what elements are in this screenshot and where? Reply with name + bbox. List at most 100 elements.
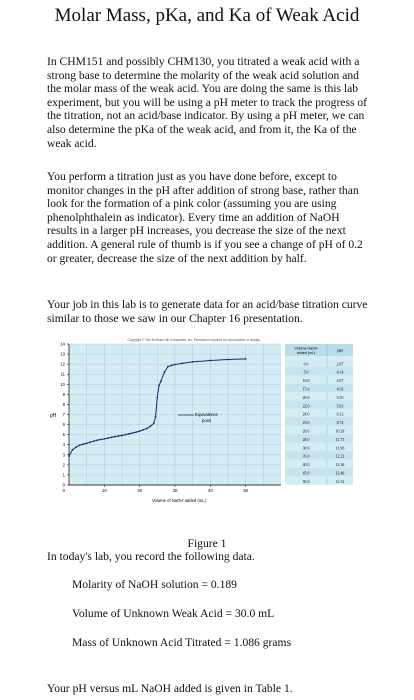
table-cell-volume: 25.0 bbox=[303, 421, 310, 425]
data-point bbox=[209, 360, 211, 362]
data-point bbox=[153, 422, 155, 424]
data-point bbox=[227, 359, 229, 361]
data-point bbox=[146, 428, 148, 430]
table-cell-ph: 8.72 bbox=[337, 421, 344, 425]
table-cell-volume: 45.0 bbox=[303, 472, 310, 476]
data-point bbox=[135, 431, 137, 433]
data-point bbox=[128, 433, 130, 435]
table-cell-volume: 10.0 bbox=[303, 379, 310, 383]
table-header-volume-units: added (mL) bbox=[297, 351, 315, 355]
task-paragraph: Your job in this lab is to generate data… bbox=[47, 298, 369, 325]
y-tick-label: 1 bbox=[63, 472, 66, 477]
data-point bbox=[164, 371, 166, 373]
x-tick-label: 50 bbox=[243, 488, 248, 493]
copyright-notice: Copyright © The McGraw-Hill Companies, I… bbox=[128, 338, 261, 342]
table-cell-volume: 0.0 bbox=[304, 362, 309, 366]
table-cell-ph: 10.29 bbox=[336, 430, 345, 434]
x-tick-label: 40 bbox=[208, 488, 213, 493]
figure-caption: Figure 1 bbox=[0, 537, 414, 550]
titration-chart: Copyright © The McGraw-Hill Companies, I… bbox=[44, 335, 366, 525]
equivalence-label-point: point bbox=[202, 418, 212, 423]
data-point bbox=[103, 438, 105, 440]
data-point bbox=[139, 430, 141, 432]
table-cell-ph: 6.12 bbox=[337, 413, 344, 417]
data-table: Volume NaOH added (mL) pH 0.0 2.87 5.0 4.14… bbox=[285, 344, 353, 485]
y-tick-label: 9 bbox=[63, 392, 66, 397]
y-tick-label: 11 bbox=[61, 372, 66, 377]
y-tick-label: 3 bbox=[63, 452, 66, 457]
data-point bbox=[107, 437, 109, 439]
table-cell-ph: 4.14 bbox=[337, 371, 344, 375]
data-point bbox=[75, 446, 77, 448]
y-tick-label: 2 bbox=[63, 462, 66, 467]
data-point bbox=[118, 435, 120, 437]
page-title: Molar Mass, pKa, and Ka of Weak Acid bbox=[0, 5, 414, 27]
table-cell-ph: 5.35 bbox=[337, 396, 344, 400]
data-point bbox=[114, 436, 116, 438]
data-point bbox=[93, 440, 95, 442]
data-point bbox=[158, 384, 160, 386]
data-point bbox=[100, 439, 102, 441]
origin-label: 0 bbox=[63, 488, 66, 493]
data-point bbox=[245, 358, 247, 360]
table-cell-ph: 12.36 bbox=[336, 463, 345, 467]
acid-volume: Volume of Unknown Weak Acid = 30.0 mL bbox=[72, 607, 274, 620]
data-intro: In today's lab, you record the following… bbox=[47, 550, 255, 563]
table-cell-volume: 22.0 bbox=[303, 404, 310, 408]
data-point bbox=[86, 442, 88, 444]
titration-figure: Copyright © The McGraw-Hill Companies, I… bbox=[44, 335, 366, 525]
y-tick-label: 12 bbox=[60, 362, 65, 367]
data-point bbox=[160, 380, 162, 382]
y-tick-label: 5 bbox=[63, 432, 66, 437]
table-cell-ph: 2.87 bbox=[337, 362, 344, 366]
data-point bbox=[171, 365, 173, 367]
data-point bbox=[181, 362, 183, 364]
table-cell-volume: 26.0 bbox=[303, 430, 310, 434]
data-point bbox=[82, 443, 84, 445]
y-tick-label: 0 bbox=[63, 483, 66, 488]
table-cell-ph: 12.52 bbox=[336, 480, 345, 484]
table-cell-ph: 12.22 bbox=[336, 455, 345, 459]
naoh-molarity: Molarity of NaOH solution = 0.189 bbox=[72, 578, 237, 591]
table-cell-volume: 5.0 bbox=[304, 371, 309, 375]
y-tick-label: 4 bbox=[63, 442, 66, 447]
table-header-ph: pH bbox=[337, 348, 342, 353]
data-point bbox=[132, 432, 134, 434]
table-cell-ph: 4.57 bbox=[337, 379, 344, 383]
x-tick-label: 10 bbox=[102, 488, 107, 493]
acid-mass: Mass of Unknown Acid Titrated = 1.086 gr… bbox=[72, 636, 291, 649]
data-point bbox=[149, 425, 151, 427]
y-tick-label: 7 bbox=[63, 412, 66, 417]
data-point bbox=[125, 434, 127, 436]
y-axis-label: pH bbox=[50, 413, 57, 419]
table-cell-ph: 12.46 bbox=[336, 472, 345, 476]
table-cell-ph: 11.96 bbox=[336, 446, 345, 450]
x-axis-label: Volume of NaOH added (mL) bbox=[152, 498, 207, 503]
data-point bbox=[121, 435, 123, 437]
x-tick-labels: 10 20 30 40 50 0 bbox=[63, 488, 249, 493]
data-point bbox=[155, 416, 157, 418]
table-cell-volume: 30.0 bbox=[303, 446, 310, 450]
y-tick-label: 13 bbox=[60, 352, 65, 357]
x-tick-label: 20 bbox=[137, 488, 142, 493]
table-cell-ph: 5.61 bbox=[337, 404, 344, 408]
y-tick-label: 10 bbox=[60, 382, 65, 387]
data-point bbox=[72, 449, 74, 451]
data-point bbox=[79, 444, 81, 446]
table-header-volume: Volume NaOH bbox=[295, 347, 318, 351]
y-tick-label: 8 bbox=[63, 402, 66, 407]
table-cell-volume: 40.0 bbox=[303, 463, 310, 467]
table-cell-volume: 24.0 bbox=[303, 413, 310, 417]
table-cell-volume: 28.0 bbox=[303, 438, 310, 442]
table-cell-volume: 35.0 bbox=[303, 455, 310, 459]
procedure-paragraph: You perform a titration just as you have… bbox=[47, 170, 369, 265]
x-tick-label: 30 bbox=[173, 488, 178, 493]
table-cell-volume: 20.0 bbox=[303, 396, 310, 400]
table-cell-volume: 50.0 bbox=[303, 480, 310, 484]
data-point bbox=[96, 439, 98, 441]
data-point bbox=[156, 396, 158, 398]
data-point bbox=[167, 366, 169, 368]
data-point bbox=[68, 455, 70, 457]
data-point bbox=[192, 361, 194, 363]
